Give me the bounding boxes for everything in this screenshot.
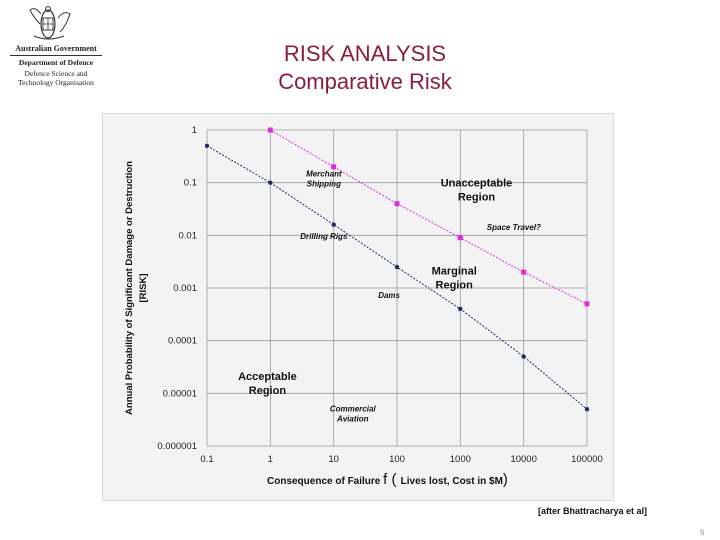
- region-label: Region: [458, 191, 496, 203]
- y-tick-label: 0.001: [173, 283, 197, 294]
- x-tick-label: 10: [328, 454, 339, 465]
- region-label: Marginal: [432, 266, 477, 278]
- annotation-label: Drilling Rigs: [300, 232, 348, 241]
- annotation-label: Aviation: [336, 415, 369, 424]
- x-tick-label: 0.1: [200, 454, 213, 465]
- data-point: [521, 354, 526, 359]
- y-axis-label-risk: [RISK]: [138, 273, 149, 302]
- data-point: [267, 127, 273, 133]
- coat-of-arms-icon: [29, 6, 71, 40]
- y-tick-label: 1: [192, 125, 197, 136]
- data-point: [331, 164, 337, 170]
- data-point: [584, 406, 590, 412]
- annotation-label: Dams: [378, 291, 400, 300]
- data-point: [204, 143, 210, 149]
- annotation-label: Space Travel?: [487, 223, 541, 232]
- region-label: Unacceptable: [441, 177, 513, 189]
- logo-organisation-line2: Technology Organisation: [18, 78, 94, 87]
- y-tick-label: 0.1: [184, 178, 197, 189]
- x-tick-label: 10000: [510, 454, 536, 465]
- government-logo: Australian Government Department of Defe…: [6, 4, 106, 88]
- chart-panel: 0.1 1 10 100 1000 10000 100000 1 0.1 0.01 0.001 0.0…: [102, 113, 614, 501]
- logo-department: Department of Defence: [18, 58, 94, 67]
- data-point: [394, 201, 400, 207]
- slide-subtitle: Comparative Risk: [278, 69, 452, 94]
- data-point: [457, 235, 463, 241]
- risk-chart: 0.1 1 10 100 1000 10000 100000 1 0.1 0.01 0.001 0.0…: [124, 125, 603, 488]
- region-label: Region: [249, 385, 287, 397]
- y-tick-label: 0.0001: [168, 336, 197, 347]
- x-tick-label: 1: [268, 454, 273, 465]
- data-point: [394, 264, 400, 270]
- data-point: [458, 306, 463, 312]
- data-point: [331, 222, 336, 227]
- y-tick-label: 0.01: [179, 230, 198, 241]
- annotation-label: Commercial: [330, 405, 377, 414]
- logo-divider: [10, 55, 102, 56]
- citation: [after Bhattracharya et al]: [538, 506, 648, 516]
- data-point: [268, 180, 273, 185]
- region-label: Region: [436, 280, 474, 292]
- logo-organisation-line1: Defence Science and: [24, 69, 88, 78]
- x-tick-label: 100000: [571, 454, 603, 465]
- series-line-2: [270, 129, 588, 305]
- x-tick-label: 100: [389, 454, 405, 465]
- region-label: Acceptable: [238, 371, 297, 383]
- annotation-label: Shipping: [307, 180, 341, 189]
- y-axis-label: Annual Probability of Significant Damage…: [124, 161, 135, 415]
- slide-title-block: RISK ANALYSIS Comparative Risk: [210, 40, 520, 96]
- page-number: 6: [700, 528, 705, 537]
- y-tick-label: 0.00001: [163, 388, 197, 399]
- data-point: [584, 301, 590, 307]
- annotation-label: Merchant: [306, 170, 342, 179]
- data-point: [521, 269, 527, 275]
- slide-title: RISK ANALYSIS: [283, 41, 447, 66]
- y-tick-label: 0.000001: [157, 441, 197, 452]
- logo-agency: Australian Government: [15, 44, 97, 53]
- x-tick-label: 1000: [450, 454, 471, 465]
- x-axis-label: Consequence of Failure f ( Lives lost, C…: [267, 471, 508, 488]
